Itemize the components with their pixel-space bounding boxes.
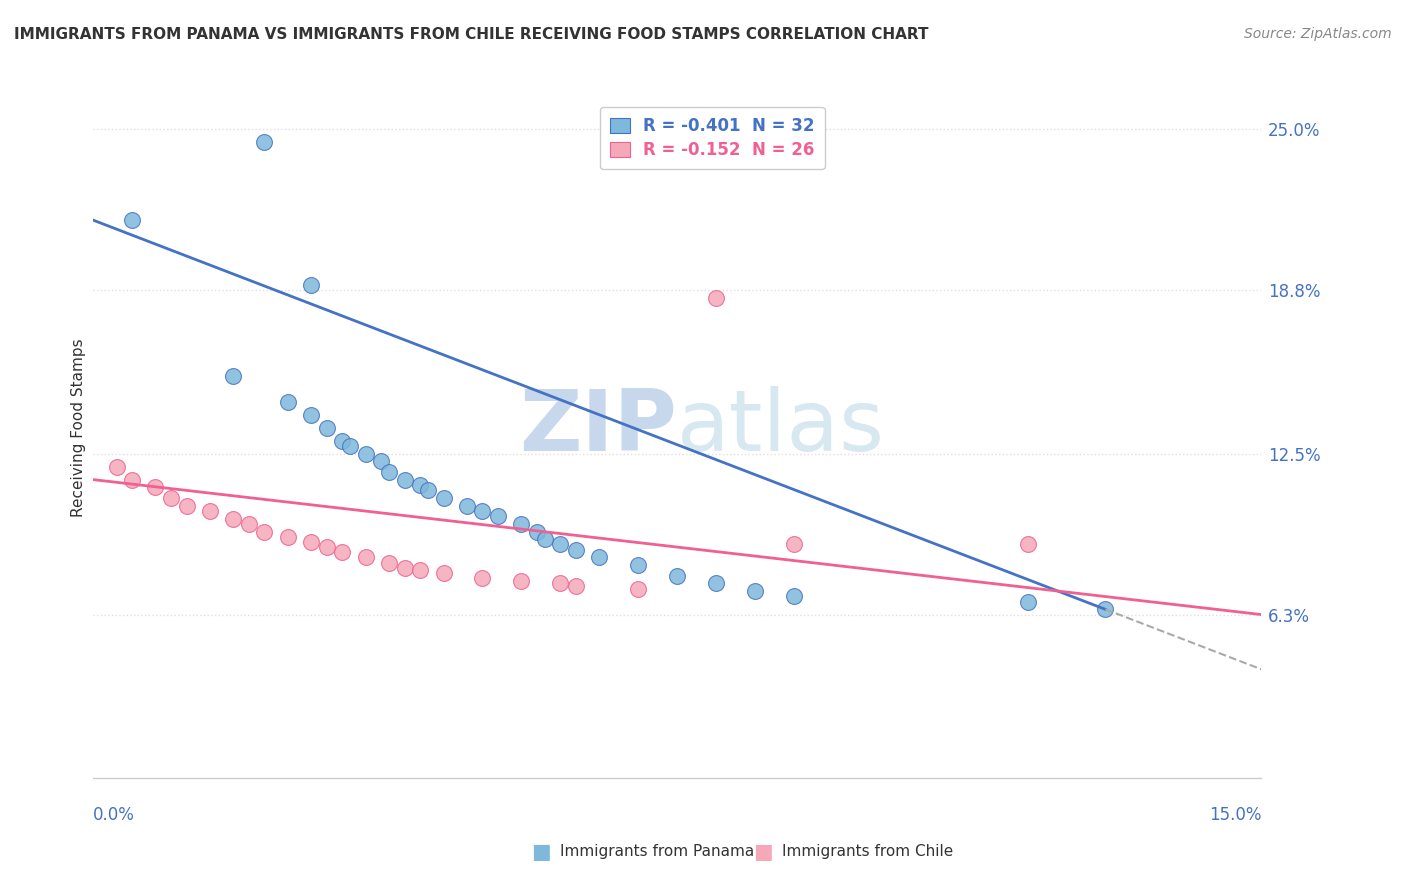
Point — [704, 291, 727, 305]
Point — [145, 480, 167, 494]
Point — [299, 278, 322, 293]
Point — [315, 540, 337, 554]
Text: Immigrants from Chile: Immigrants from Chile — [782, 845, 953, 859]
Point — [394, 473, 416, 487]
Point — [394, 561, 416, 575]
Text: ■: ■ — [754, 842, 773, 862]
Point — [176, 499, 198, 513]
Point — [783, 537, 806, 551]
Text: ■: ■ — [531, 842, 551, 862]
Point — [550, 537, 572, 551]
Text: 0.0%: 0.0% — [93, 806, 135, 824]
Point — [277, 530, 299, 544]
Point — [222, 368, 245, 383]
Point — [510, 574, 533, 588]
Point — [315, 421, 337, 435]
Point — [471, 571, 494, 585]
Point — [533, 533, 555, 547]
Point — [160, 491, 183, 505]
Text: 15.0%: 15.0% — [1209, 806, 1261, 824]
Point — [299, 408, 322, 422]
Point — [198, 504, 221, 518]
Y-axis label: Receiving Food Stamps: Receiving Food Stamps — [72, 338, 86, 517]
Point — [565, 542, 588, 557]
Point — [299, 534, 322, 549]
Point — [526, 524, 548, 539]
Point — [121, 473, 143, 487]
Point — [783, 590, 806, 604]
Point — [354, 447, 377, 461]
Point — [627, 582, 650, 596]
Text: Source: ZipAtlas.com: Source: ZipAtlas.com — [1244, 27, 1392, 41]
Point — [222, 511, 245, 525]
Point — [432, 566, 454, 580]
Point — [277, 394, 299, 409]
Point — [1094, 602, 1116, 616]
Point — [105, 459, 128, 474]
Text: Immigrants from Panama: Immigrants from Panama — [560, 845, 754, 859]
Point — [354, 550, 377, 565]
Point — [1017, 594, 1039, 608]
Point — [253, 524, 276, 539]
Point — [666, 568, 689, 582]
Point — [409, 478, 432, 492]
Point — [627, 558, 650, 573]
Text: ZIP: ZIP — [519, 386, 678, 469]
Point — [744, 584, 766, 599]
Point — [330, 434, 353, 448]
Text: IMMIGRANTS FROM PANAMA VS IMMIGRANTS FROM CHILE RECEIVING FOOD STAMPS CORRELATIO: IMMIGRANTS FROM PANAMA VS IMMIGRANTS FRO… — [14, 27, 928, 42]
Point — [1017, 537, 1039, 551]
Point — [456, 499, 478, 513]
Point — [510, 516, 533, 531]
Point — [550, 576, 572, 591]
Point — [378, 465, 401, 479]
Legend: R = -0.401  N = 32, R = -0.152  N = 26: R = -0.401 N = 32, R = -0.152 N = 26 — [600, 107, 824, 169]
Point — [409, 563, 432, 577]
Point — [330, 545, 353, 559]
Point — [416, 483, 439, 497]
Text: atlas: atlas — [678, 386, 886, 469]
Point — [339, 439, 361, 453]
Point — [121, 213, 143, 227]
Point — [588, 550, 610, 565]
Point — [486, 508, 509, 523]
Point — [238, 516, 260, 531]
Point — [253, 136, 276, 150]
Point — [704, 576, 727, 591]
Point — [565, 579, 588, 593]
Point — [370, 454, 392, 468]
Point — [432, 491, 454, 505]
Point — [378, 556, 401, 570]
Point — [471, 504, 494, 518]
